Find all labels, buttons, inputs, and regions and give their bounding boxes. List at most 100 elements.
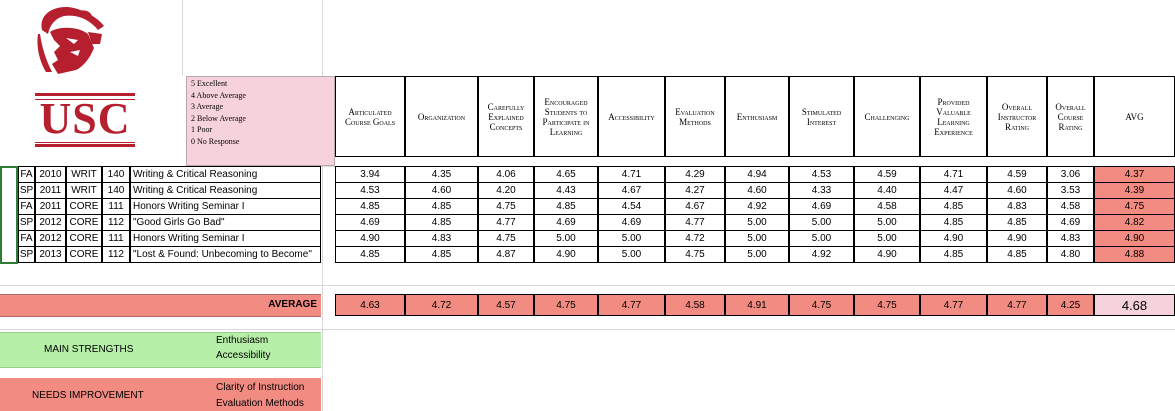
- rating-cell[interactable]: 4.35: [405, 166, 478, 183]
- course-dept-cell[interactable]: WRIT: [66, 166, 102, 183]
- rating-cell[interactable]: 4.85: [987, 214, 1047, 231]
- course-term-cell[interactable]: SP: [18, 214, 35, 231]
- rating-cell[interactable]: 4.85: [405, 198, 478, 215]
- rating-cell[interactable]: 4.83: [405, 230, 478, 247]
- column-average-cell[interactable]: 4.77: [598, 294, 665, 316]
- rating-cell[interactable]: 5.00: [789, 230, 854, 247]
- course-title-cell[interactable]: Writing & Critical Reasoning: [130, 166, 321, 183]
- rating-cell[interactable]: 4.87: [478, 246, 534, 263]
- column-average-cell[interactable]: 4.72: [405, 294, 478, 316]
- rating-cell[interactable]: 4.85: [920, 214, 987, 231]
- course-title-cell[interactable]: "Good Girls Go Bad": [130, 214, 321, 231]
- column-average-cell[interactable]: 4.77: [987, 294, 1047, 316]
- rating-cell[interactable]: 4.69: [1047, 214, 1094, 231]
- course-term-cell[interactable]: FA: [18, 230, 35, 247]
- rating-cell[interactable]: 4.77: [478, 214, 534, 231]
- rating-cell[interactable]: 4.83: [1047, 230, 1094, 247]
- rating-cell[interactable]: 4.20: [478, 182, 534, 199]
- rating-cell[interactable]: 4.58: [1047, 198, 1094, 215]
- rating-cell[interactable]: 4.85: [920, 246, 987, 263]
- rating-cell[interactable]: 4.69: [534, 214, 598, 231]
- rating-cell[interactable]: 4.60: [725, 182, 789, 199]
- rating-cell[interactable]: 4.85: [987, 246, 1047, 263]
- course-num-cell[interactable]: 111: [102, 198, 130, 215]
- rating-cell[interactable]: 4.69: [789, 198, 854, 215]
- rating-cell[interactable]: 4.92: [789, 246, 854, 263]
- course-year-cell[interactable]: 2011: [35, 182, 66, 199]
- rating-cell[interactable]: 4.60: [987, 182, 1047, 199]
- rating-cell[interactable]: 5.00: [725, 246, 789, 263]
- row-average-cell[interactable]: 4.90: [1094, 230, 1175, 247]
- overall-average-cell[interactable]: 4.68: [1094, 294, 1175, 316]
- rating-cell[interactable]: 4.67: [665, 198, 725, 215]
- course-num-cell[interactable]: 140: [102, 182, 130, 199]
- rating-cell[interactable]: 5.00: [789, 214, 854, 231]
- rating-cell[interactable]: 4.83: [987, 198, 1047, 215]
- rating-cell[interactable]: 4.53: [335, 182, 405, 199]
- course-dept-cell[interactable]: CORE: [66, 198, 102, 215]
- rating-cell[interactable]: 4.90: [987, 230, 1047, 247]
- row-average-cell[interactable]: 4.82: [1094, 214, 1175, 231]
- course-term-cell[interactable]: FA: [18, 198, 35, 215]
- column-average-cell[interactable]: 4.58: [665, 294, 725, 316]
- rating-cell[interactable]: 5.00: [534, 230, 598, 247]
- rating-cell[interactable]: 4.54: [598, 198, 665, 215]
- course-num-cell[interactable]: 112: [102, 214, 130, 231]
- rating-cell[interactable]: 4.71: [598, 166, 665, 183]
- course-year-cell[interactable]: 2013: [35, 246, 66, 263]
- rating-cell[interactable]: 4.29: [665, 166, 725, 183]
- course-term-cell[interactable]: SP: [18, 246, 35, 263]
- course-dept-cell[interactable]: WRIT: [66, 182, 102, 199]
- rating-cell[interactable]: 4.75: [478, 230, 534, 247]
- rating-cell[interactable]: 4.67: [598, 182, 665, 199]
- course-year-cell[interactable]: 2011: [35, 198, 66, 215]
- column-average-cell[interactable]: 4.75: [789, 294, 854, 316]
- rating-cell[interactable]: 5.00: [725, 230, 789, 247]
- rating-cell[interactable]: 4.85: [335, 198, 405, 215]
- course-title-cell[interactable]: Writing & Critical Reasoning: [130, 182, 321, 199]
- course-num-cell[interactable]: 140: [102, 166, 130, 183]
- rating-cell[interactable]: 4.85: [335, 246, 405, 263]
- rating-cell[interactable]: 4.90: [920, 230, 987, 247]
- rating-cell[interactable]: 5.00: [598, 230, 665, 247]
- rating-cell[interactable]: 4.43: [534, 182, 598, 199]
- course-title-cell[interactable]: Honors Writing Seminar I: [130, 230, 321, 247]
- rating-cell[interactable]: 5.00: [854, 214, 920, 231]
- rating-cell[interactable]: 4.06: [478, 166, 534, 183]
- rating-cell[interactable]: 4.92: [725, 198, 789, 215]
- course-year-cell[interactable]: 2012: [35, 230, 66, 247]
- column-average-cell[interactable]: 4.75: [854, 294, 920, 316]
- rating-cell[interactable]: 4.53: [789, 166, 854, 183]
- rating-cell[interactable]: 4.69: [598, 214, 665, 231]
- course-num-cell[interactable]: 112: [102, 246, 130, 263]
- course-year-cell[interactable]: 2010: [35, 166, 66, 183]
- course-num-cell[interactable]: 111: [102, 230, 130, 247]
- course-dept-cell[interactable]: CORE: [66, 246, 102, 263]
- rating-cell[interactable]: 3.53: [1047, 182, 1094, 199]
- row-average-cell[interactable]: 4.88: [1094, 246, 1175, 263]
- rating-cell[interactable]: 4.85: [534, 198, 598, 215]
- course-dept-cell[interactable]: CORE: [66, 230, 102, 247]
- rating-cell[interactable]: 4.75: [478, 198, 534, 215]
- rating-cell[interactable]: 4.90: [335, 230, 405, 247]
- column-average-cell[interactable]: 4.77: [920, 294, 987, 316]
- rating-cell[interactable]: 3.94: [335, 166, 405, 183]
- rating-cell[interactable]: 4.69: [335, 214, 405, 231]
- course-term-cell[interactable]: FA: [18, 166, 35, 183]
- rating-cell[interactable]: 4.71: [920, 166, 987, 183]
- column-average-cell[interactable]: 4.57: [478, 294, 534, 316]
- rating-cell[interactable]: 4.85: [405, 214, 478, 231]
- course-year-cell[interactable]: 2012: [35, 214, 66, 231]
- rating-cell[interactable]: 4.58: [854, 198, 920, 215]
- row-average-cell[interactable]: 4.37: [1094, 166, 1175, 183]
- rating-cell[interactable]: 4.80: [1047, 246, 1094, 263]
- row-average-cell[interactable]: 4.75: [1094, 198, 1175, 215]
- rating-cell[interactable]: 4.27: [665, 182, 725, 199]
- rating-cell[interactable]: 4.65: [534, 166, 598, 183]
- rating-cell[interactable]: 4.59: [854, 166, 920, 183]
- selected-cell[interactable]: [0, 166, 18, 264]
- rating-cell[interactable]: 4.94: [725, 166, 789, 183]
- rating-cell[interactable]: 4.72: [665, 230, 725, 247]
- column-average-cell[interactable]: 4.63: [335, 294, 405, 316]
- rating-cell[interactable]: 4.40: [854, 182, 920, 199]
